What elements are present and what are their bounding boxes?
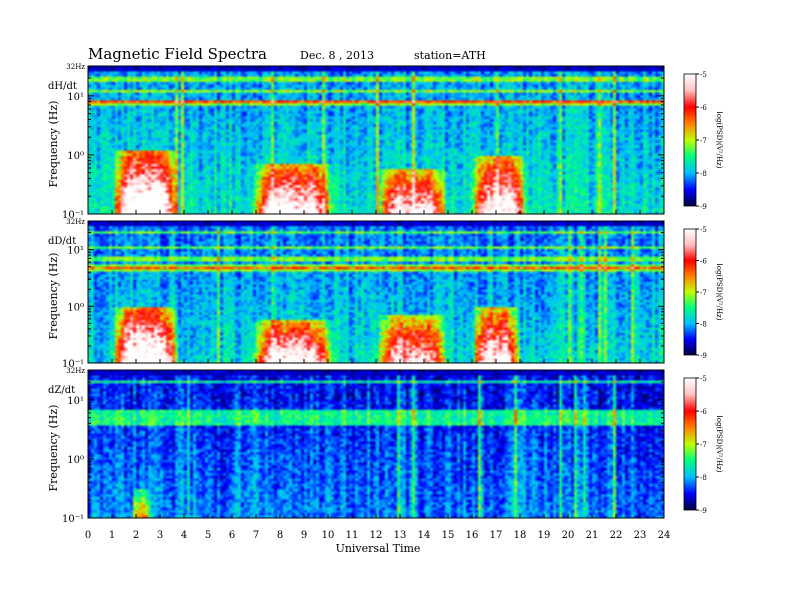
y-axis-label-2: Frequency (Hz) — [47, 405, 60, 492]
y-tick-label-2-1: 10⁰ — [67, 455, 84, 466]
panel-2: dZ/dt 32Hz Frequency (Hz) 10¹ 10⁰ 10⁻¹ -5 -6 -7 -… — [47, 367, 723, 525]
colorbar-tick-label-0-1: -6 — [700, 104, 707, 112]
chart-station: station=ATH — [414, 49, 486, 62]
colorbar-tick-label-2-1: -6 — [700, 408, 707, 416]
x-tick-label-13: 13 — [394, 530, 407, 541]
x-tick-label-18: 18 — [514, 530, 527, 541]
panel-label-0: dH/dt — [48, 81, 77, 92]
colorbar-tick-label-0-4: -9 — [700, 203, 707, 211]
x-tick-label-2: 2 — [133, 530, 139, 541]
colorbar-tick-label-2-2: -7 — [700, 441, 707, 449]
x-tick-label-15: 15 — [442, 530, 455, 541]
x-tick-label-19: 19 — [538, 530, 551, 541]
colorbar-tick-label-1-1: -6 — [700, 258, 707, 266]
y-tick-label-0-2: 10⁻¹ — [62, 210, 84, 221]
y-tick-label-1-2: 10⁻¹ — [62, 359, 84, 370]
colorbar-label-2: log(PSD)(V²/Hz) — [715, 416, 723, 473]
x-tick-label-14: 14 — [418, 530, 431, 541]
x-tick-label-0: 0 — [85, 530, 91, 541]
x-tick-label-23: 23 — [634, 530, 647, 541]
colorbar-tick-label-2-0: -5 — [700, 375, 707, 383]
colorbar-tick-label-1-3: -8 — [700, 321, 707, 329]
colorbar-tick-label-1-4: -9 — [700, 352, 707, 360]
x-tick-label-6: 6 — [229, 530, 235, 541]
colorbar-label-0: log(PSD)(V²/Hz) — [715, 112, 723, 169]
colorbar-tick-label-0-0: -5 — [700, 71, 707, 79]
x-tick-label-4: 4 — [181, 530, 187, 541]
x-tick-label-12: 12 — [370, 530, 383, 541]
x-tick-label-21: 21 — [586, 530, 599, 541]
spectrogram-panels: dH/dt 32Hz Frequency (Hz) 10¹ 10⁰ 10⁻¹ -5 -6 -7 -… — [47, 63, 723, 525]
x-tick-label-8: 8 — [277, 530, 283, 541]
y-tick-label-0-0: 10¹ — [67, 92, 84, 103]
x-tick-label-24: 24 — [658, 530, 671, 541]
chart-date: Dec. 8 , 2013 — [300, 49, 374, 62]
spectrogram-1 — [88, 221, 664, 363]
x-tick-label-20: 20 — [562, 530, 575, 541]
colorbar-tick-label-2-3: -8 — [700, 474, 707, 482]
x-tick-label-7: 7 — [253, 530, 259, 541]
x-tick-label-17: 17 — [490, 530, 503, 541]
colorbar-tick-label-0-3: -8 — [700, 170, 707, 178]
panel-1: dD/dt 32Hz Frequency (Hz) 10¹ 10⁰ 10⁻¹ -5 -6 -7 -… — [47, 218, 723, 370]
top-frequency-1: 32Hz — [66, 218, 85, 226]
x-tick-label-11: 11 — [346, 530, 359, 541]
colorbar-tick-label-1-0: -5 — [700, 226, 707, 234]
chart-title: Magnetic Field Spectra — [88, 45, 267, 63]
panel-0: dH/dt 32Hz Frequency (Hz) 10¹ 10⁰ 10⁻¹ -5 -6 -7 -… — [47, 63, 723, 221]
panel-label-2: dZ/dt — [48, 385, 75, 396]
colorbar-1 — [683, 228, 697, 356]
x-tick-label-5: 5 — [205, 530, 211, 541]
y-tick-label-1-1: 10⁰ — [67, 302, 84, 313]
time-axis: 0 1 2 3 4 5 6 7 8 9 10 11 12 13 14 15 16 17 18 19 20 21 22 23 24 — [85, 66, 671, 541]
x-tick-label-1: 1 — [109, 530, 115, 541]
y-tick-label-2-2: 10⁻¹ — [62, 514, 84, 525]
top-frequency-2: 32Hz — [66, 367, 85, 375]
x-tick-label-10: 10 — [322, 530, 335, 541]
y-tick-label-2-0: 10¹ — [67, 396, 84, 407]
y-tick-label-0-1: 10⁰ — [67, 151, 84, 162]
top-frequency-0: 32Hz — [66, 63, 85, 71]
x-tick-label-3: 3 — [157, 530, 163, 541]
x-axis-label: Universal Time — [336, 542, 421, 555]
spectrogram-2 — [88, 370, 664, 518]
colorbar-2 — [683, 377, 697, 511]
colorbar-tick-label-2-4: -9 — [700, 507, 707, 515]
y-tick-label-1-0: 10¹ — [67, 246, 84, 257]
y-axis-label-1: Frequency (Hz) — [47, 253, 60, 340]
panel-label-1: dD/dt — [48, 236, 76, 247]
colorbar-label-1: log(PSD)(V²/Hz) — [715, 264, 723, 321]
x-tick-label-9: 9 — [301, 530, 307, 541]
x-tick-label-16: 16 — [466, 530, 479, 541]
colorbar-tick-label-1-2: -7 — [700, 289, 707, 297]
spectrogram-0 — [88, 66, 664, 214]
y-axis-label-0: Frequency (Hz) — [47, 101, 60, 188]
colorbar-tick-label-0-2: -7 — [700, 137, 707, 145]
colorbar-0 — [683, 73, 697, 207]
x-tick-label-22: 22 — [610, 530, 623, 541]
